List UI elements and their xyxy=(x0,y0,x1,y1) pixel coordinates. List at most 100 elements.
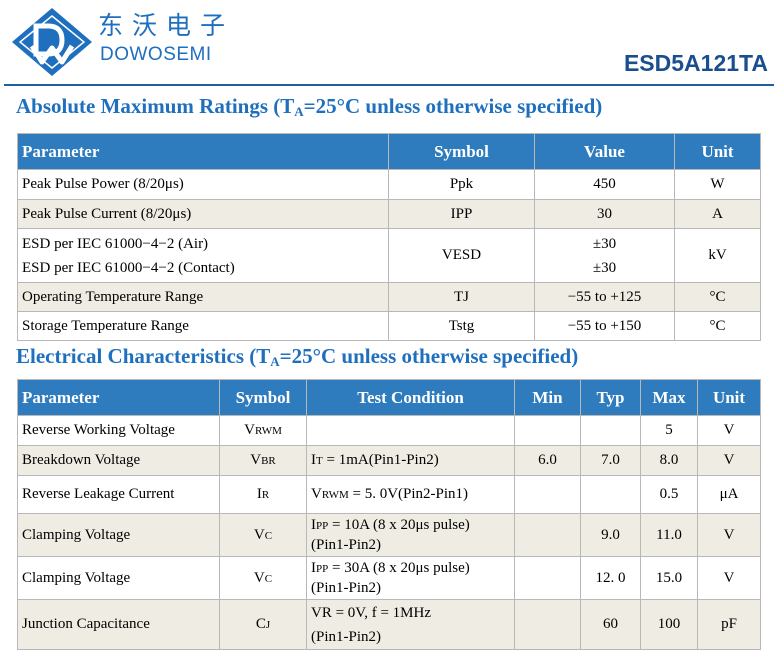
min-cell xyxy=(514,556,581,600)
parameter-cell: Clamping Voltage xyxy=(17,556,220,600)
symbol-main: V xyxy=(253,569,265,586)
typ-cell: 60 xyxy=(580,599,641,650)
max-cell: 15.0 xyxy=(640,556,698,600)
amr-section-title: Absolute Maximum Ratings (TA=25°C unless… xyxy=(16,94,603,119)
test-condition-cell: VR = 0V, f = 1MHz (Pin1-Pin2) xyxy=(306,599,515,650)
parameter-cell: Storage Temperature Range xyxy=(17,311,389,341)
tc-subscript: RWM xyxy=(321,489,349,501)
symbol-main: V xyxy=(253,526,265,543)
parameter-line: ESD per IEC 61000−4−2 (Air) xyxy=(22,235,209,252)
symbol-cell: VRWM xyxy=(219,415,307,446)
test-condition-cell: IPP = 30A (8 x 20μs pulse) (Pin1-Pin2) xyxy=(306,556,515,600)
parameter-cell: Breakdown Voltage xyxy=(17,445,220,476)
tc-main: I xyxy=(311,516,316,533)
typ-cell: 9.0 xyxy=(580,513,641,557)
table-row: Storage Temperature Range Tstg −55 to +1… xyxy=(17,311,761,341)
symbol-subscript: J xyxy=(265,619,271,631)
tc-main: I xyxy=(311,452,316,468)
typ-cell: 7.0 xyxy=(580,445,641,476)
symbol-subscript: BR xyxy=(261,455,276,467)
parameter-cell: Clamping Voltage xyxy=(17,513,220,557)
tc-subscript: PP xyxy=(316,519,329,532)
max-cell: 11.0 xyxy=(640,513,698,557)
test-condition-cell: IT = 1mA(Pin1-Pin2) xyxy=(306,445,515,476)
value-cell: −55 to +125 xyxy=(534,282,675,312)
unit-cell: V xyxy=(697,415,761,446)
typ-cell xyxy=(580,415,641,446)
symbol-subscript: C xyxy=(264,529,273,542)
tc-line: (Pin1-Pin2) xyxy=(311,579,382,596)
tc-line: (Pin1-Pin2) xyxy=(311,536,382,553)
value-line: ±30 xyxy=(592,235,617,252)
value-cell: 450 xyxy=(534,169,675,200)
brand-name-chinese: 东沃电子 xyxy=(98,11,235,40)
tc-main: V xyxy=(311,486,322,502)
brand-name-english: DOWOSEMI xyxy=(100,44,212,65)
table-header-row: Parameter Symbol Test Condition Min Typ … xyxy=(17,379,761,416)
electrical-characteristics-table: Parameter Symbol Test Condition Min Typ … xyxy=(17,379,761,650)
unit-cell: °C xyxy=(674,282,761,312)
absolute-maximum-ratings-table: Parameter Symbol Value Unit Peak Pulse P… xyxy=(17,133,761,341)
parameter-cell: Reverse Leakage Current xyxy=(17,475,220,514)
symbol-main: V xyxy=(250,452,262,468)
symbol-subscript: R xyxy=(261,489,270,501)
parameter-cell: Junction Capacitance xyxy=(17,599,220,650)
max-cell: 5 xyxy=(640,415,698,446)
tc-line: (Pin1-Pin2) xyxy=(311,628,382,645)
unit-cell: W xyxy=(674,169,761,200)
tc-line: IPP = 30A (8 x 20μs pulse) xyxy=(311,559,511,579)
symbol-main: V xyxy=(244,422,255,438)
symbol-subscript: RWM xyxy=(254,425,282,437)
table-row: Peak Pulse Power (8/20μs) Ppk 450 W xyxy=(17,169,761,200)
col-header-unit: Unit xyxy=(697,379,761,416)
tc-rest: = 30A (8 x 20μs pulse) xyxy=(328,559,470,576)
min-cell xyxy=(514,513,581,557)
max-cell: 8.0 xyxy=(640,445,698,476)
col-header-parameter: Parameter xyxy=(17,379,220,416)
unit-cell: °C xyxy=(674,311,761,341)
min-cell xyxy=(514,415,581,446)
col-header-min: Min xyxy=(514,379,581,416)
table-row: ESD per IEC 61000−4−2 (Air) ESD per IEC … xyxy=(17,228,761,283)
tc-subscript: PP xyxy=(316,562,329,575)
table-row: Operating Temperature Range TJ −55 to +1… xyxy=(17,282,761,312)
part-number: ESD5A121TA xyxy=(623,50,768,76)
test-condition-cell: IPP = 10A (8 x 20μs pulse) (Pin1-Pin2) xyxy=(306,513,515,557)
symbol-cell: Ppk xyxy=(388,169,535,200)
value-line: ±30 xyxy=(592,259,617,276)
parameter-cell: Peak Pulse Current (8/20μs) xyxy=(17,199,389,229)
parameter-cell: Reverse Working Voltage xyxy=(17,415,220,446)
value-cell: ±30 ±30 xyxy=(534,228,675,283)
min-cell: 6.0 xyxy=(514,445,581,476)
table-header-row: Parameter Symbol Value Unit xyxy=(17,133,761,170)
symbol-cell: VESD xyxy=(388,228,535,283)
col-header-value: Value xyxy=(534,133,675,170)
max-cell: 100 xyxy=(640,599,698,650)
col-header-max: Max xyxy=(640,379,698,416)
parameter-cell: ESD per IEC 61000−4−2 (Air) ESD per IEC … xyxy=(17,228,389,283)
table-row: Clamping Voltage VC IPP = 30A (8 x 20μs … xyxy=(17,556,761,600)
symbol-main: C xyxy=(255,616,266,632)
unit-cell: V xyxy=(697,445,761,476)
symbol-cell: VC xyxy=(219,513,307,557)
unit-cell: V xyxy=(697,513,761,557)
table-row: Reverse Working Voltage VRWM 5 V xyxy=(17,415,761,446)
tc-rest: = 1mA(Pin1-Pin2) xyxy=(322,452,439,468)
table-row: Breakdown Voltage VBR IT = 1mA(Pin1-Pin2… xyxy=(17,445,761,476)
col-header-test-condition: Test Condition xyxy=(306,379,515,416)
test-condition-cell xyxy=(306,415,515,446)
typ-cell xyxy=(580,475,641,514)
unit-cell: kV xyxy=(674,228,761,283)
max-cell: 0.5 xyxy=(640,475,698,514)
symbol-cell: CJ xyxy=(219,599,307,650)
unit-cell: μA xyxy=(697,475,761,514)
table-row: Peak Pulse Current (8/20μs) IPP 30 A xyxy=(17,199,761,229)
tc-main: I xyxy=(311,559,316,576)
col-header-symbol: Symbol xyxy=(219,379,307,416)
min-cell xyxy=(514,599,581,650)
unit-cell: V xyxy=(697,556,761,600)
value-cell: 30 xyxy=(534,199,675,229)
tc-line: VR = 0V, f = 1MHz xyxy=(311,604,431,621)
symbol-cell: Tstg xyxy=(388,311,535,341)
test-condition-cell: VRWM = 5. 0V(Pin2-Pin1) xyxy=(306,475,515,514)
